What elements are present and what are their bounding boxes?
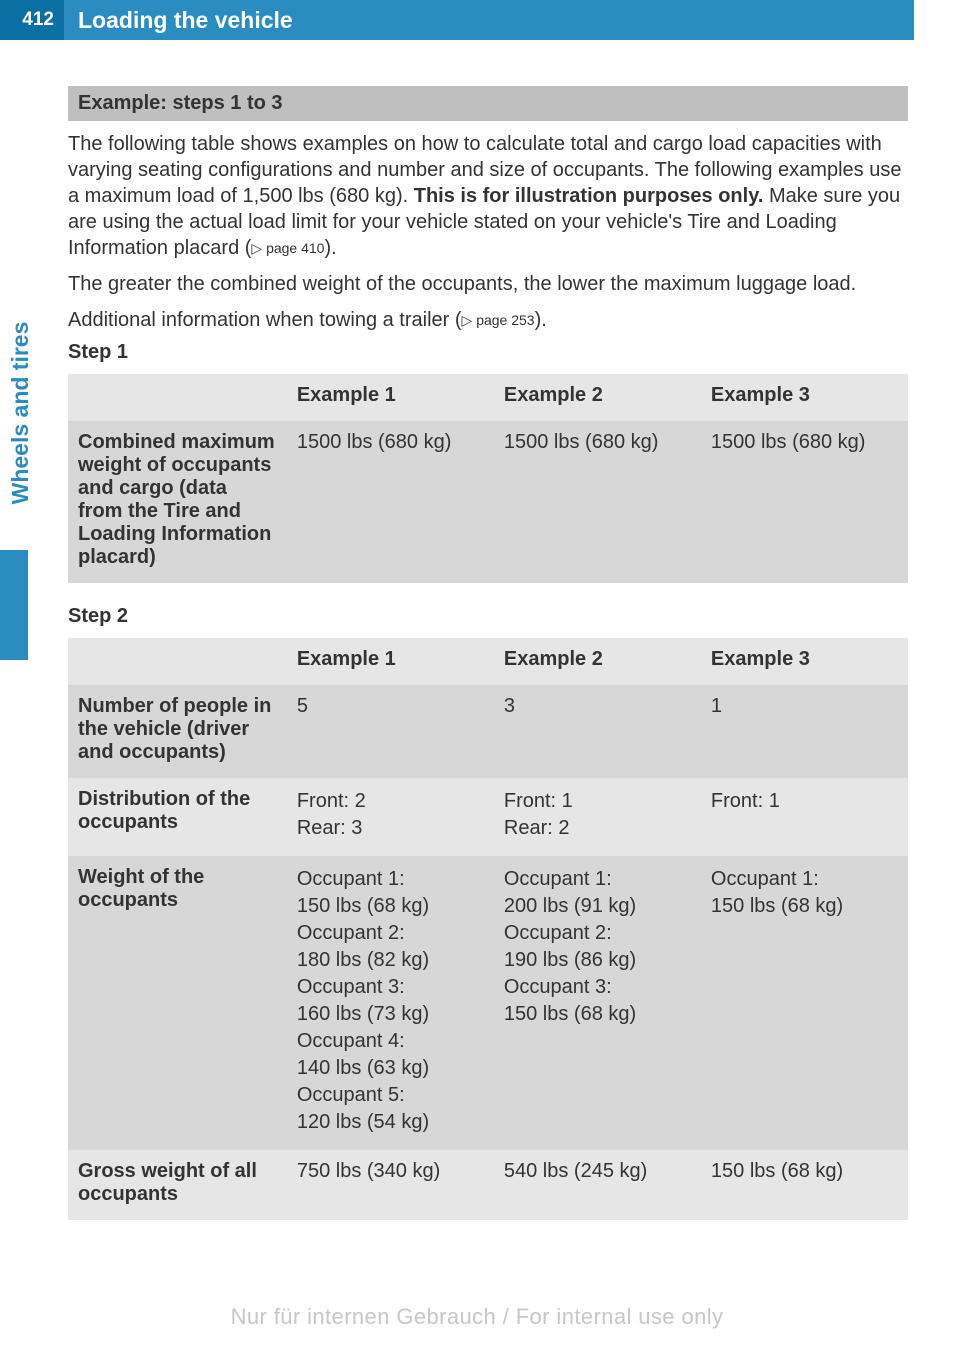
- table-header-ex3: Example 3: [701, 638, 908, 685]
- intro-paragraph-1: The following table shows examples on ho…: [68, 131, 908, 261]
- step2-table: Example 1 Example 2 Example 3 Number of …: [68, 638, 908, 1220]
- step1-ex1: 1500 lbs (680 kg): [287, 421, 494, 583]
- gross-ex3: 150 lbs (68 kg): [701, 1150, 908, 1220]
- section-heading: Example: steps 1 to 3: [68, 86, 908, 121]
- distribution-ex3: Front: 1: [701, 778, 908, 856]
- side-tab-label: Wheels and tires: [7, 303, 34, 523]
- table-header-row: Example 1 Example 2 Example 3: [68, 374, 908, 421]
- table-header-ex2: Example 2: [494, 638, 701, 685]
- weight-ex1: Occupant 1:150 lbs (68 kg)Occupant 2:180…: [287, 856, 494, 1150]
- intro-paragraph-2: The greater the combined weight of the o…: [68, 271, 908, 297]
- table-row: Distribution of the occupants Front: 2Re…: [68, 778, 908, 856]
- weight-ex2: Occupant 1:200 lbs (91 kg)Occupant 2:190…: [494, 856, 701, 1150]
- table-header-ex1: Example 1: [287, 638, 494, 685]
- table-row: Number of people in the vehicle (driver …: [68, 685, 908, 778]
- table-header-blank: [68, 374, 287, 421]
- distribution-ex1: Front: 2Rear: 3: [287, 778, 494, 856]
- distribution-label: Distribution of the occupants: [68, 778, 287, 856]
- gross-ex2: 540 lbs (245 kg): [494, 1150, 701, 1220]
- step1-ex3: 1500 lbs (680 kg): [701, 421, 908, 583]
- step1-label: Step 1: [68, 341, 908, 364]
- page-ref-253: ▷ page 253: [462, 312, 535, 328]
- intro-p3-a: Additional information when towing a tra…: [68, 309, 462, 331]
- step1-ex2: 1500 lbs (680 kg): [494, 421, 701, 583]
- gross-label: Gross weight of all occupants: [68, 1150, 287, 1220]
- watermark: Nur für internen Gebrauch / For internal…: [0, 1304, 954, 1330]
- step1-table: Example 1 Example 2 Example 3 Combined m…: [68, 374, 908, 583]
- table-row: Weight of the occupants Occupant 1:150 l…: [68, 856, 908, 1150]
- step1-row-label: Combined maximum weight of occupants and…: [68, 421, 287, 583]
- distribution-ex2: Front: 1Rear: 2: [494, 778, 701, 856]
- table-header-ex3: Example 3: [701, 374, 908, 421]
- page-title: Loading the vehicle: [64, 0, 914, 40]
- page-ref-410: ▷ page 410: [251, 240, 324, 256]
- table-header-ex2: Example 2: [494, 374, 701, 421]
- side-tab-block: [0, 550, 28, 660]
- intro-p1-bold: This is for illustration purposes only.: [414, 185, 764, 207]
- table-header-row: Example 1 Example 2 Example 3: [68, 638, 908, 685]
- table-header-blank: [68, 638, 287, 685]
- num-people-ex3: 1: [701, 685, 908, 778]
- table-header-ex1: Example 1: [287, 374, 494, 421]
- weight-ex3: Occupant 1:150 lbs (68 kg): [701, 856, 908, 1150]
- num-people-ex2: 3: [494, 685, 701, 778]
- side-tab: Wheels and tires: [0, 550, 28, 660]
- page-content: Example: steps 1 to 3 The following tabl…: [68, 40, 908, 1220]
- table-row: Gross weight of all occupants 750 lbs (3…: [68, 1150, 908, 1220]
- gross-ex1: 750 lbs (340 kg): [287, 1150, 494, 1220]
- intro-paragraph-3: Additional information when towing a tra…: [68, 307, 908, 333]
- intro-p1-c: ).: [324, 237, 336, 259]
- weight-label: Weight of the occupants: [68, 856, 287, 1150]
- num-people-ex1: 5: [287, 685, 494, 778]
- num-people-label: Number of people in the vehicle (driver …: [68, 685, 287, 778]
- table-row: Combined maximum weight of occupants and…: [68, 421, 908, 583]
- page-header: 412 Loading the vehicle: [0, 0, 954, 40]
- intro-p3-b: ).: [535, 309, 547, 331]
- page-number: 412: [0, 0, 64, 40]
- step2-label: Step 2: [68, 605, 908, 628]
